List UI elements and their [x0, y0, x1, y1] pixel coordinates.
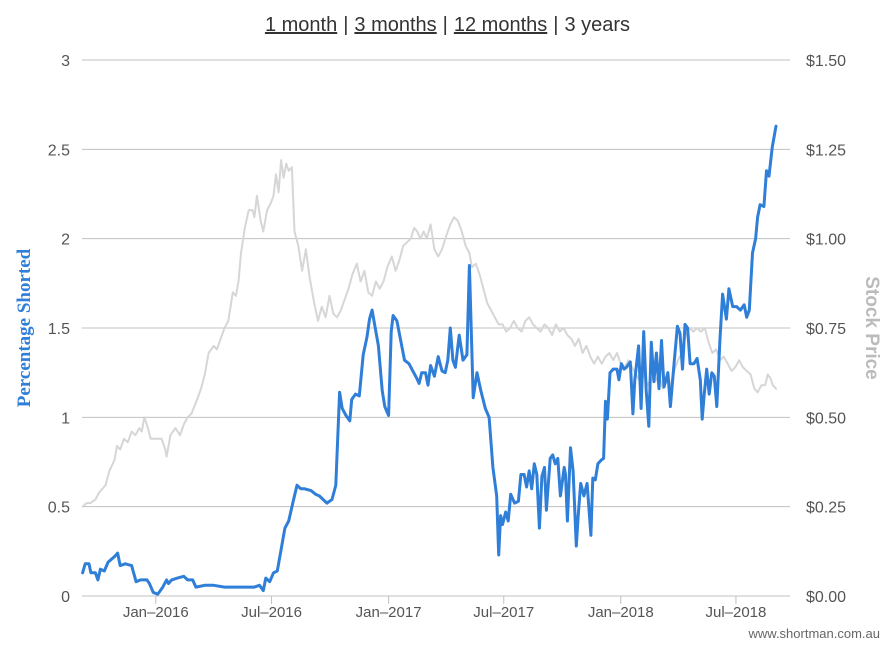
y2-tick-label: $1.00 [806, 232, 846, 249]
period-link-1-month[interactable]: 1 month [264, 14, 338, 36]
y2-tick-label: $0.75 [806, 321, 846, 338]
series-layer [81, 124, 778, 596]
y-tick-label: 3 [61, 53, 70, 70]
period-separator: | [442, 14, 448, 36]
x-tick-label: Jul–2018 [705, 604, 766, 621]
y-tick-label: 1.5 [48, 321, 70, 338]
y2-tick-label: $1.50 [806, 53, 846, 70]
y-tick-label: 2 [61, 232, 70, 249]
y2-tick-label: $0.50 [806, 410, 846, 427]
x-tick-label: Jul–2017 [473, 604, 534, 621]
x-axis-ticks: Jan–2016 Jul–2016 Jan–2017 Jul–2017 Jan–2018… [123, 596, 766, 621]
y-tick-label: 2.5 [48, 142, 70, 159]
period-link-12-months[interactable]: 12 months [453, 14, 548, 36]
right-axis-ticks: $0.00 $0.25 $0.50 $0.75 $1.00 $1.25 $1.50 [806, 53, 846, 606]
left-axis-ticks: 0 0.5 1 1.5 2 2.5 3 [48, 53, 70, 606]
period-separator: | [553, 14, 559, 36]
y-tick-label: 0 [61, 589, 70, 606]
x-tick-label: Jul–2016 [241, 604, 302, 621]
period-separator: | [343, 14, 349, 36]
y-tick-label: 1 [61, 410, 70, 427]
y-tick-label: 0.5 [48, 500, 70, 517]
right-axis-title: Stock Price [861, 276, 882, 380]
stock-price-line [81, 159, 777, 508]
period-selector: 1 month | 3 months | 12 months | 3 years [0, 14, 895, 37]
x-tick-label: Jan–2017 [356, 604, 422, 621]
grid-lines [82, 59, 790, 597]
y2-tick-label: $0.25 [806, 500, 846, 517]
period-current-3-years: 3 years [564, 14, 631, 36]
watermark: www.shortman.com.au [748, 626, 881, 641]
left-axis-title: Percentage Shorted [14, 248, 35, 407]
y2-tick-label: $1.25 [806, 142, 846, 159]
period-link-3-months[interactable]: 3 months [354, 14, 437, 36]
y2-tick-label: $0.00 [806, 589, 846, 606]
x-tick-label: Jan–2016 [123, 604, 189, 621]
x-tick-label: Jan–2018 [588, 604, 654, 621]
percentage-shorted-line [81, 124, 778, 596]
